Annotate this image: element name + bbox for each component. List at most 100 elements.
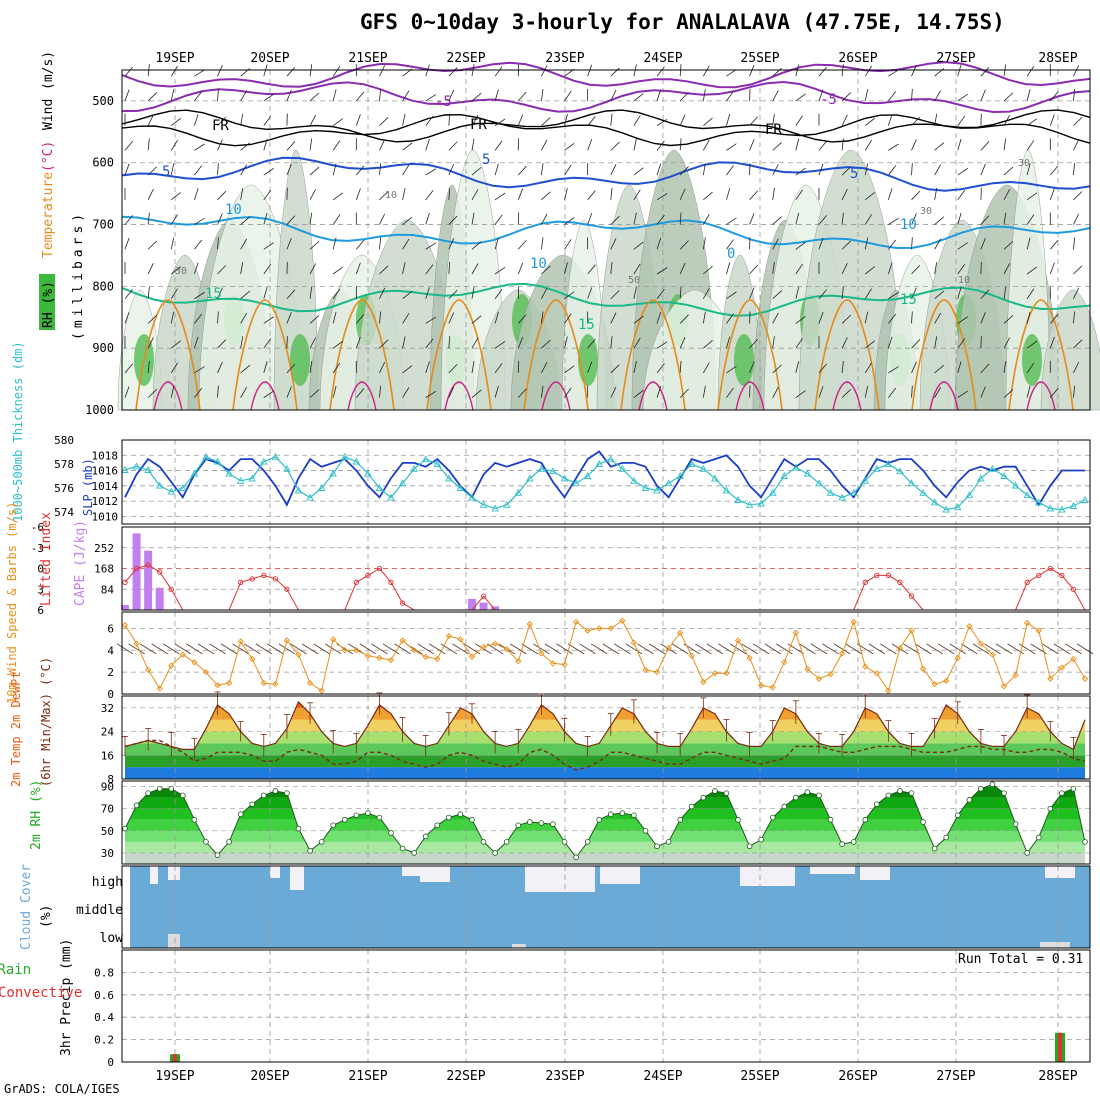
wind-barb bbox=[240, 290, 251, 300]
wind-barb bbox=[679, 212, 682, 225]
wind-barb bbox=[448, 262, 451, 275]
pressure-tick-label: 500 bbox=[92, 94, 114, 108]
rh-axis-label: 2m RH (%) bbox=[29, 780, 44, 850]
wind-barb bbox=[217, 339, 227, 349]
wind-barb bbox=[379, 139, 386, 151]
thickness-marker bbox=[526, 474, 534, 482]
wind-barb bbox=[355, 114, 361, 126]
warm-isotherm bbox=[620, 299, 686, 411]
rh-marker bbox=[735, 816, 741, 823]
thickness-axis-label: 1000~500mb Thickness (dm) bbox=[11, 341, 25, 522]
wind-barb bbox=[1073, 191, 1083, 201]
thickness-tick-label: 574 bbox=[54, 506, 74, 519]
thickness-marker bbox=[202, 452, 210, 460]
lifted-index-marker bbox=[862, 579, 868, 585]
lifted-index-marker bbox=[145, 562, 151, 568]
rh-marker bbox=[804, 789, 811, 795]
thickness-marker bbox=[930, 498, 939, 506]
wind-barb bbox=[170, 214, 178, 225]
wind-barb bbox=[170, 385, 175, 398]
wind-barb bbox=[1003, 92, 1014, 102]
cape-bar bbox=[121, 605, 129, 610]
wind-barb bbox=[448, 141, 458, 151]
wind-barb bbox=[286, 386, 292, 398]
wind-barb bbox=[564, 90, 572, 102]
hot-isotherm bbox=[347, 381, 377, 411]
rh-marker bbox=[561, 839, 568, 845]
cape-tick-label: 252 bbox=[94, 542, 114, 555]
wind-barb bbox=[494, 192, 506, 201]
wind-barb bbox=[841, 166, 852, 176]
lifted-index-marker bbox=[157, 569, 163, 575]
wind-barb bbox=[332, 311, 337, 324]
wind-barb bbox=[194, 336, 199, 349]
wind-speed-marker bbox=[804, 665, 811, 672]
wind-barb bbox=[702, 288, 710, 299]
wind-tick-label: 6 bbox=[107, 622, 114, 635]
wind-barb bbox=[263, 168, 274, 176]
wind-barb bbox=[147, 212, 150, 225]
wind-barb bbox=[471, 115, 479, 126]
wind-barb bbox=[911, 311, 913, 324]
wind-speed-marker bbox=[387, 656, 395, 664]
wind-barb bbox=[679, 337, 686, 349]
wind-speed-marker bbox=[1012, 672, 1019, 679]
wind-speed-marker bbox=[491, 640, 499, 647]
wind-barb bbox=[888, 313, 897, 324]
wind-barb-10m bbox=[163, 643, 180, 655]
wind-barb bbox=[864, 362, 872, 374]
wind-barb bbox=[772, 386, 779, 398]
wind-barb bbox=[564, 188, 568, 200]
wind-barb bbox=[263, 390, 274, 398]
wind-barb bbox=[471, 167, 482, 176]
rh-marker bbox=[665, 839, 672, 845]
wind-barb bbox=[934, 312, 941, 324]
wind-tick-label: 4 bbox=[107, 644, 114, 657]
wind-barb bbox=[471, 286, 475, 299]
temperature-axis-label: Temperature bbox=[41, 172, 56, 258]
wind-barb bbox=[726, 69, 737, 77]
wind-barb bbox=[1026, 266, 1038, 275]
thickness-tick-label: 578 bbox=[54, 458, 74, 471]
thickness-marker bbox=[421, 455, 430, 463]
wind-speed-marker bbox=[364, 652, 372, 659]
precip-total-legend: Total / Rain bbox=[0, 962, 31, 978]
wind-barb bbox=[147, 138, 150, 151]
wind-barb bbox=[610, 336, 613, 349]
thickness-marker bbox=[618, 464, 627, 472]
rh-marker bbox=[365, 810, 371, 816]
wind-barb bbox=[1073, 88, 1076, 101]
slp-tick-label: 1018 bbox=[92, 449, 119, 462]
wind-barb bbox=[379, 88, 382, 101]
wind-barb bbox=[1003, 138, 1007, 151]
wind-barb bbox=[818, 289, 827, 299]
thickness-marker bbox=[329, 469, 337, 477]
high-cloud-gap bbox=[270, 866, 280, 878]
hot-isotherm bbox=[153, 381, 183, 411]
rh-band bbox=[125, 841, 1085, 853]
temp-band bbox=[125, 755, 1085, 768]
lifted-index-marker bbox=[1024, 579, 1030, 585]
high-cloud-gap bbox=[600, 866, 640, 884]
wind-barb bbox=[587, 264, 596, 275]
wind-barb bbox=[702, 213, 710, 225]
lifted-index-marker bbox=[353, 579, 359, 585]
wind-barb bbox=[610, 215, 620, 225]
warm-isotherm bbox=[717, 299, 783, 411]
rh-contour-label: 30 bbox=[920, 206, 932, 217]
wind-barb bbox=[194, 91, 203, 102]
wind-barb-10m bbox=[937, 643, 955, 655]
wind-barb bbox=[633, 263, 641, 275]
warm-isotherm bbox=[426, 299, 492, 411]
date-label-top: 28SEP bbox=[1038, 51, 1077, 66]
wind-barb bbox=[818, 66, 827, 77]
wind-barb bbox=[749, 190, 758, 201]
li-frame bbox=[121, 526, 1091, 611]
slp-tick-label: 1012 bbox=[92, 495, 119, 508]
rh-marker bbox=[515, 822, 522, 829]
wind-barb bbox=[517, 388, 527, 398]
thickness-marker bbox=[641, 484, 650, 491]
wind-barb bbox=[957, 212, 962, 225]
wind-barb bbox=[471, 361, 475, 373]
wind-barb bbox=[194, 217, 205, 225]
